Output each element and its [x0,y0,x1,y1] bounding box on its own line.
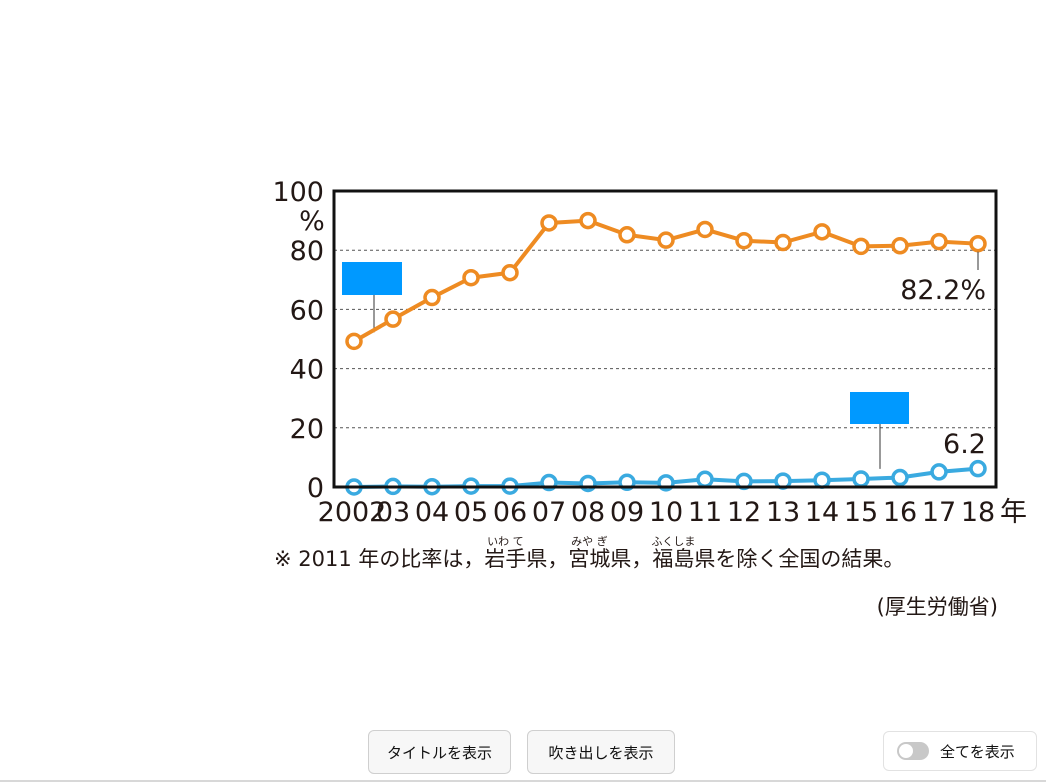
show-callout-button[interactable]: 吹き出しを表示 [527,730,675,774]
x-tick-label: 08 [571,497,605,528]
note-ruby: ふくしま [651,535,695,548]
x-tick-label: 18 [961,497,995,528]
data-point-series-1 [579,211,597,230]
note-text: 県， [526,547,568,571]
note-ruby-base: 宮城 [568,547,610,571]
y-tick-label: 20 [290,414,324,445]
data-point-series-1 [969,234,987,253]
data-point-series-1 [657,231,675,249]
note-text: 県， [610,547,652,571]
data-point-series-2 [813,471,831,489]
data-point-series-1 [735,231,753,250]
x-tick-label: 04 [415,497,449,528]
note-ruby-base: 岩手 [484,547,526,571]
plot-frame [332,189,998,489]
data-point-series-1 [774,233,792,252]
end-value-label: 82.2% [900,275,986,306]
end-value-label: 6.2 [943,429,986,460]
show-title-button[interactable]: タイトルを表示 [368,730,511,774]
y-tick-label: 60 [290,295,324,326]
chart-area: 0 20 40 60 80 100% 2002 03 04 05 06 07 08 09 10 11 12 13 1… [262,170,1032,630]
x-tick-label: 13 [766,497,800,528]
bottom-divider [0,780,1046,782]
data-point-series-1 [345,332,363,351]
callout-box-blue-series [850,392,909,424]
data-point-series-2 [696,470,714,489]
x-tick-label: 06 [493,497,527,528]
x-tick-label: 10 [649,497,683,528]
callout-box-orange-series [342,262,402,295]
data-point-series-2 [969,459,987,478]
x-tick-label: 17 [922,497,956,528]
data-point-series-2 [930,463,948,481]
data-point-series-1 [852,237,870,256]
toggle-knob [899,744,913,758]
data-point-series-1 [540,214,558,232]
x-tick-label: 03 [376,497,410,528]
toggle-switch[interactable] [897,742,929,760]
note-ruby: みや ぎ [571,534,608,548]
data-point-series-1 [930,232,948,251]
x-tick-label: 11 [688,497,722,528]
y-tick-label: 80 [290,236,324,267]
data-point-series-1 [813,223,831,241]
y-tick-label: 40 [290,355,324,386]
x-tick-label: 05 [454,497,488,528]
source-label: (厚生労働省) [877,595,998,619]
data-point-series-1 [618,226,636,244]
x-tick-label: 07 [532,497,566,528]
data-point-series-1 [501,263,519,282]
note-text: 県を除く全国の結果。 [694,547,904,571]
x-tick-label: 09 [610,497,644,528]
show-all-label: 全てを表示 [940,742,1015,761]
data-point-series-1 [462,268,480,287]
x-tick-label: 2002 [318,497,387,528]
data-point-series-1 [891,237,909,255]
x-tick-label: 15 [844,497,878,528]
note-ruby-base: 福島 [652,547,694,571]
data-point-series-1 [696,220,714,239]
y-tick-label: 0 [307,473,324,504]
note-text: ※ 2011 年の比率は， [274,547,484,571]
data-point-series-2 [852,470,870,488]
x-tick-label: 16 [883,497,917,528]
y-tick-label: 100 [272,177,324,208]
data-point-series-1 [423,288,441,307]
x-unit-label: 年 [1000,497,1027,528]
x-tick-label: 14 [805,497,839,528]
note-ruby: いわ て [487,535,524,548]
data-point-series-1 [384,310,402,328]
y-unit-label: % [299,206,325,237]
show-all-toggle[interactable]: 全てを表示 [883,731,1037,771]
x-tick-label: 12 [727,497,761,528]
data-point-series-2 [891,468,909,487]
